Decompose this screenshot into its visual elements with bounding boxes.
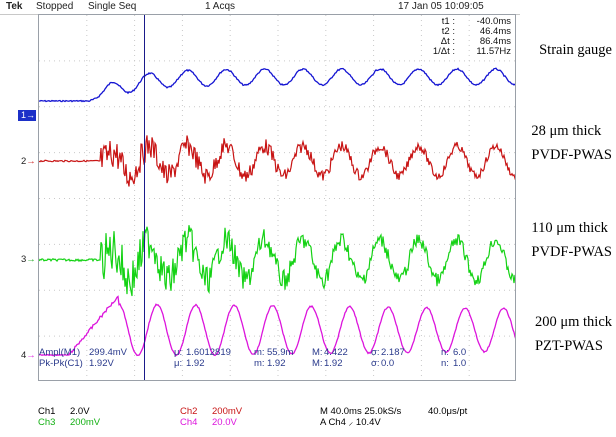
cursor-t1-value: -40.0ms (476, 16, 511, 27)
ch1-scale: 2.0V (70, 406, 90, 417)
trigger-setting[interactable]: A Ch4 ⸝ 10.4V (320, 417, 381, 428)
ch2-scale: 200mV (212, 406, 243, 417)
time-cursor-line[interactable] (144, 15, 145, 380)
channel-1-trace (39, 67, 515, 103)
channel-1-label: Strain gauge (539, 42, 612, 58)
waveform-display[interactable]: t1 : -40.0ms t2 : 46.4ms Δt : 86.4ms 1/Δt :… (38, 14, 516, 381)
ch1-label[interactable]: Ch1 (38, 406, 56, 417)
sample-interval: 40.0μs/pt (428, 406, 468, 417)
cursor-freq-value: 11.57Hz (476, 46, 511, 57)
cursor-freq-label: 1/Δt : (432, 46, 455, 57)
date-time: 17 Jan 05 10:09:05 (398, 1, 484, 12)
channel-3-marker[interactable]: 3→ (21, 254, 36, 265)
ch3-label[interactable]: Ch3 (38, 417, 56, 428)
channel-4-marker[interactable]: 4→ (21, 350, 36, 361)
channel-3-label: 110 μm thick PVDF-PWAS (531, 220, 612, 260)
channel-2-trace (39, 135, 515, 187)
channel-2-label: 28 μm thick PVDF-PWAS (531, 123, 612, 163)
channel-1-marker[interactable]: 1→ (18, 110, 36, 121)
ch4-label[interactable]: Ch4 (180, 417, 198, 428)
brand-label: Tek (6, 1, 23, 12)
acquisition-count: 1 Acqs (205, 1, 236, 12)
channel-2-marker[interactable]: 2→ (21, 156, 36, 167)
scale-settings-bar: Ch1 2.0V Ch3 200mV Ch2 200mV Ch4 20.0V M… (0, 404, 616, 437)
cursor-t2-value: 46.4ms (479, 26, 511, 37)
waveform-plot (39, 15, 515, 380)
cursor-t2-label: t2 : (441, 26, 455, 37)
channel-4-trace (39, 295, 515, 357)
timebase-setting[interactable]: M 40.0ms 25.0kS/s (320, 406, 402, 417)
ch2-label[interactable]: Ch2 (180, 406, 198, 417)
cursor-delta-label: Δt : (440, 36, 455, 47)
acquisition-mode: Single Seq (88, 1, 137, 12)
run-status: Stopped (36, 1, 74, 12)
channel-3-trace (39, 225, 515, 297)
cursor-t1-label: t1 : (441, 16, 455, 27)
cursor-delta-value: 86.4ms (479, 36, 511, 47)
status-bar: Tek Stopped Single Seq 1 Acqs 17 Jan 05 … (0, 0, 520, 15)
ch4-scale: 20.0V (212, 417, 237, 428)
channel-4-label: 200 μm thick PZT-PWAS (534, 314, 612, 354)
cursor-readout: t1 : -40.0ms t2 : 46.4ms Δt : 86.4ms 1/Δt :… (421, 17, 511, 57)
ch3-scale: 200mV (70, 417, 101, 428)
